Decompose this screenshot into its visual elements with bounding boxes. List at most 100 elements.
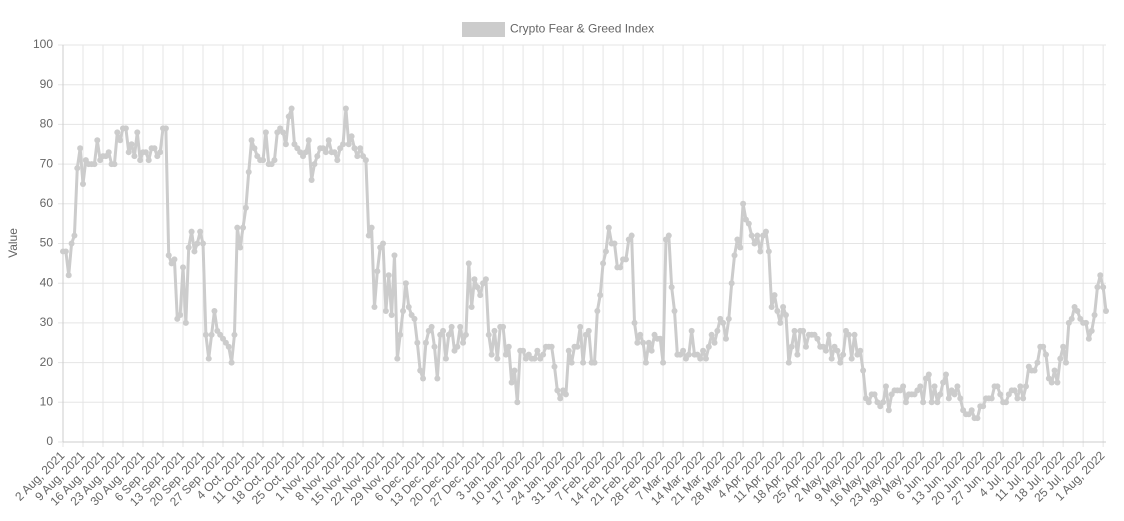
data-point (688, 327, 695, 334)
data-point (74, 165, 81, 172)
data-point (188, 228, 195, 235)
data-point (428, 323, 435, 330)
data-point (1020, 395, 1027, 402)
data-point (331, 149, 338, 156)
data-point (737, 244, 744, 251)
data-point (791, 327, 798, 334)
data-point (325, 137, 332, 144)
data-point (917, 383, 924, 390)
data-point (494, 355, 501, 362)
y-tick-label: 0 (46, 434, 53, 448)
data-point (482, 276, 489, 283)
data-point (702, 355, 709, 362)
data-point (968, 407, 975, 414)
data-point (68, 240, 75, 247)
data-point (1040, 343, 1047, 350)
data-point (548, 343, 555, 350)
data-point (271, 157, 278, 164)
data-point (454, 343, 461, 350)
data-point (720, 319, 727, 326)
data-point (468, 304, 475, 311)
data-point (71, 232, 78, 239)
data-point (137, 157, 144, 164)
data-point (405, 304, 412, 311)
data-point (117, 137, 124, 144)
data-point (417, 367, 424, 374)
data-point (740, 200, 747, 207)
data-point (642, 359, 649, 366)
data-point (634, 339, 641, 346)
data-point (680, 347, 687, 354)
data-point (928, 399, 935, 406)
data-point (374, 268, 381, 275)
data-point (151, 145, 158, 152)
data-point (577, 323, 584, 330)
y-tick-label: 10 (40, 394, 54, 408)
data-point (351, 145, 358, 152)
data-point (311, 161, 318, 168)
data-point (631, 319, 638, 326)
data-point (114, 129, 121, 136)
data-point (728, 280, 735, 287)
data-point (645, 339, 652, 346)
data-point (491, 327, 498, 334)
data-point (880, 399, 887, 406)
data-point (362, 157, 369, 164)
y-tick-label: 70 (40, 156, 54, 170)
data-point (322, 149, 329, 156)
data-point (131, 153, 138, 160)
data-point (1011, 387, 1018, 394)
data-point (951, 391, 958, 398)
data-point (445, 331, 452, 338)
data-point (128, 141, 135, 148)
data-point (477, 292, 484, 299)
data-point (945, 395, 952, 402)
data-point (1088, 327, 1095, 334)
data-point (1060, 343, 1067, 350)
data-point (700, 347, 707, 354)
data-point (934, 399, 941, 406)
data-point (1094, 284, 1101, 291)
data-point (1068, 315, 1075, 322)
data-point (837, 359, 844, 366)
data-point (565, 347, 572, 354)
data-point (285, 113, 292, 120)
data-point (574, 343, 581, 350)
data-point (288, 105, 295, 112)
data-point (462, 331, 469, 338)
data-point (334, 157, 341, 164)
data-point (954, 383, 961, 390)
data-point (580, 359, 587, 366)
data-point (365, 232, 372, 239)
data-point (551, 363, 558, 370)
data-point (931, 383, 938, 390)
data-point (925, 371, 932, 378)
data-point (660, 359, 667, 366)
data-point (251, 145, 258, 152)
data-point (308, 176, 315, 183)
data-point (422, 339, 429, 346)
data-point (665, 232, 672, 239)
data-point (400, 307, 407, 314)
data-point (1054, 379, 1061, 386)
data-point (705, 343, 712, 350)
data-point (708, 331, 715, 338)
data-point (745, 220, 752, 227)
data-point (180, 264, 187, 271)
data-point (1085, 335, 1092, 342)
data-point (420, 375, 427, 382)
data-point (668, 284, 675, 291)
legend-swatch[interactable] (462, 22, 505, 37)
data-point (685, 351, 692, 358)
data-point (440, 327, 447, 334)
data-point (171, 256, 178, 263)
data-point (194, 240, 201, 247)
data-point (200, 240, 207, 247)
data-point (434, 375, 441, 382)
data-point (902, 399, 909, 406)
data-point (94, 137, 101, 144)
legend-label[interactable]: Crypto Fear & Greed Index (510, 22, 654, 36)
data-point (871, 391, 878, 398)
data-point (765, 248, 772, 255)
